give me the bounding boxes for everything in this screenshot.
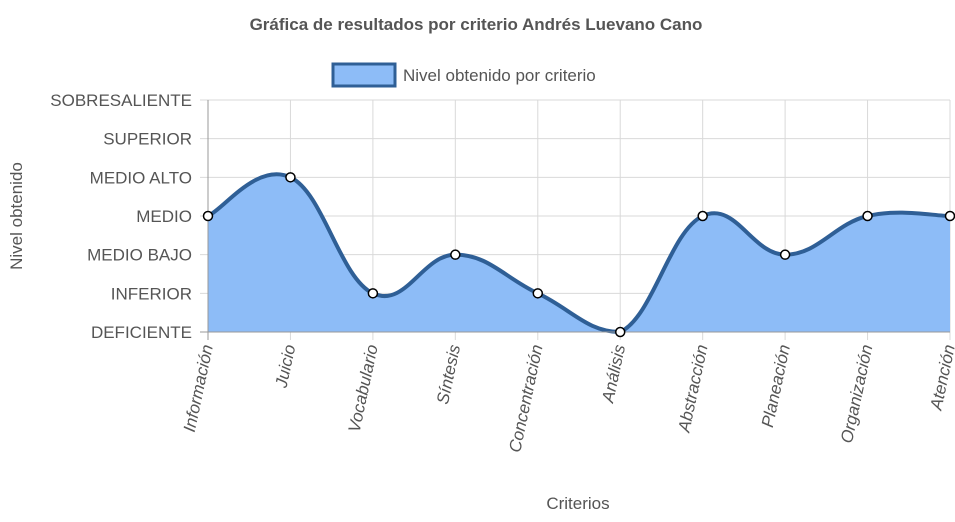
data-point[interactable] — [367, 288, 379, 299]
series-area — [208, 174, 950, 332]
x-tick-label: Síntesis — [433, 342, 464, 406]
plot-area — [207, 172, 951, 335]
x-tick-label: Juicio — [272, 343, 300, 390]
data-point[interactable] — [202, 210, 214, 222]
y-tick-label: INFERIOR — [111, 284, 192, 303]
data-point[interactable] — [944, 210, 955, 222]
data-point[interactable] — [697, 210, 708, 222]
x-tick-label: Abstracción — [674, 343, 711, 435]
x-tick-label: Atención — [926, 343, 955, 413]
y-tick-label: SOBRESALIENTE — [50, 91, 192, 110]
data-point[interactable] — [450, 249, 461, 260]
x-tick-label: Concentración — [505, 343, 546, 454]
series-line — [207, 172, 951, 335]
data-points[interactable] — [202, 172, 955, 338]
x-tick-label: Organización — [837, 343, 876, 445]
y-axis-ticks: DEFICIENTE INFERIOR MEDIO BAJO MEDIO MEDIO A… — [50, 91, 192, 342]
data-point[interactable] — [862, 210, 873, 222]
data-point[interactable] — [285, 172, 296, 183]
legend-label: Nivel obtenido por criterio — [403, 66, 596, 85]
chart-title: Gráfica de resultados por criterio André… — [250, 15, 703, 34]
data-point[interactable] — [614, 326, 626, 338]
y-tick-label: SUPERIOR — [103, 130, 192, 149]
data-point[interactable] — [532, 288, 544, 299]
legend[interactable]: Nivel obtenido por criterio — [331, 62, 596, 88]
y-tick-label: MEDIO — [136, 207, 192, 226]
y-tick-label: DEFICIENTE — [91, 323, 192, 342]
x-axis-title: Criterios — [546, 494, 609, 513]
y-tick-label: MEDIO ALTO — [90, 168, 192, 187]
x-tick-label: Vocabulario — [345, 343, 382, 434]
data-point[interactable] — [779, 249, 791, 260]
x-tick-label: Planeación — [758, 343, 794, 429]
x-tick-label: Análisis — [598, 342, 629, 405]
y-tick-label: MEDIO BAJO — [87, 246, 192, 265]
x-axis-ticks: Información Juicio Vocabulario Síntesis Conc… — [180, 342, 955, 454]
y-axis-title: Nivel obtenido — [7, 162, 26, 270]
x-tick-label: Información — [180, 343, 217, 434]
legend-swatch — [331, 62, 397, 88]
